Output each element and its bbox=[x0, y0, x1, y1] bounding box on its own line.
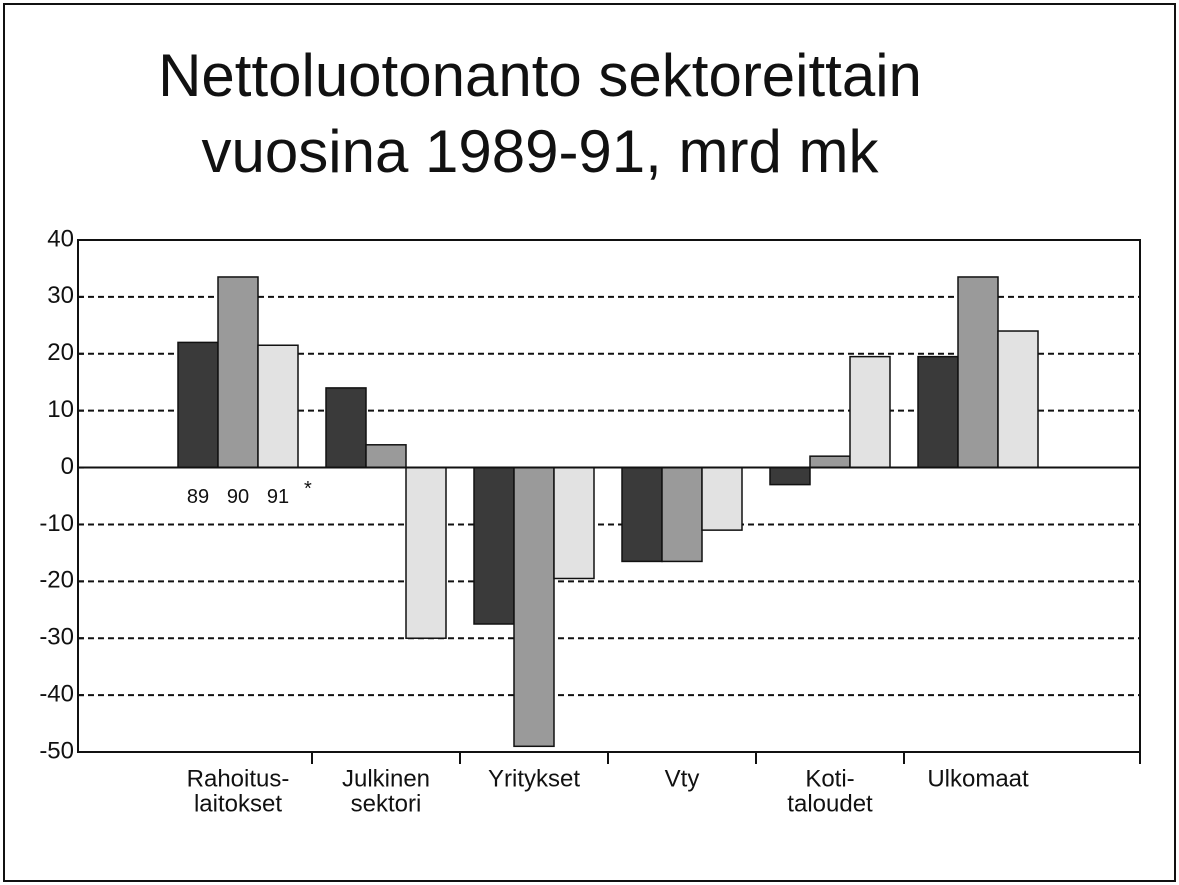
legend-label: 91 bbox=[267, 486, 289, 508]
plot-border bbox=[77, 239, 1141, 753]
y-tick-label: 10 bbox=[47, 396, 74, 423]
x-tick-label: Ulkomaat bbox=[927, 765, 1029, 792]
bar bbox=[917, 355, 959, 469]
x-tick-label: Koti- bbox=[805, 765, 854, 792]
bar bbox=[957, 276, 999, 469]
y-tick-label: -50 bbox=[39, 737, 74, 764]
bar bbox=[513, 466, 555, 748]
bar bbox=[325, 387, 367, 469]
bar bbox=[701, 466, 743, 531]
x-tick-label: Vty bbox=[665, 765, 700, 792]
bar bbox=[365, 444, 407, 469]
frame bbox=[3, 3, 1176, 882]
x-tick-label: laitokset bbox=[194, 790, 282, 817]
bar bbox=[809, 455, 851, 469]
bar bbox=[177, 341, 219, 469]
annotation: * bbox=[304, 478, 312, 500]
bar bbox=[405, 466, 447, 639]
y-tick-label: 30 bbox=[47, 282, 74, 309]
bar bbox=[769, 466, 811, 486]
bar bbox=[621, 466, 663, 563]
bar bbox=[257, 344, 299, 469]
chart-title: Nettoluotonanto sektoreittain bbox=[158, 42, 922, 109]
y-tick-label: -20 bbox=[39, 567, 74, 594]
bar bbox=[997, 330, 1039, 469]
y-tick-label: -40 bbox=[39, 680, 74, 707]
y-tick-label: -30 bbox=[39, 624, 74, 651]
bar bbox=[553, 466, 595, 580]
chart-title: vuosina 1989-91, mrd mk bbox=[202, 118, 880, 185]
x-tick-label: Yritykset bbox=[488, 765, 580, 792]
bar bbox=[473, 466, 515, 625]
x-tick-label: Rahoitus- bbox=[187, 765, 290, 792]
y-tick-label: 40 bbox=[47, 225, 74, 252]
x-tick-label: Julkinen bbox=[342, 765, 430, 792]
bar bbox=[849, 355, 891, 469]
y-tick-label: 20 bbox=[47, 339, 74, 366]
legend-label: 89 bbox=[187, 486, 209, 508]
bar bbox=[661, 466, 703, 563]
x-tick-label: sektori bbox=[351, 790, 422, 817]
bar bbox=[217, 276, 259, 469]
x-tick-label: taloudet bbox=[787, 790, 873, 817]
y-tick-label: 0 bbox=[61, 453, 74, 480]
y-tick-label: -10 bbox=[39, 510, 74, 537]
legend-label: 90 bbox=[227, 486, 249, 508]
